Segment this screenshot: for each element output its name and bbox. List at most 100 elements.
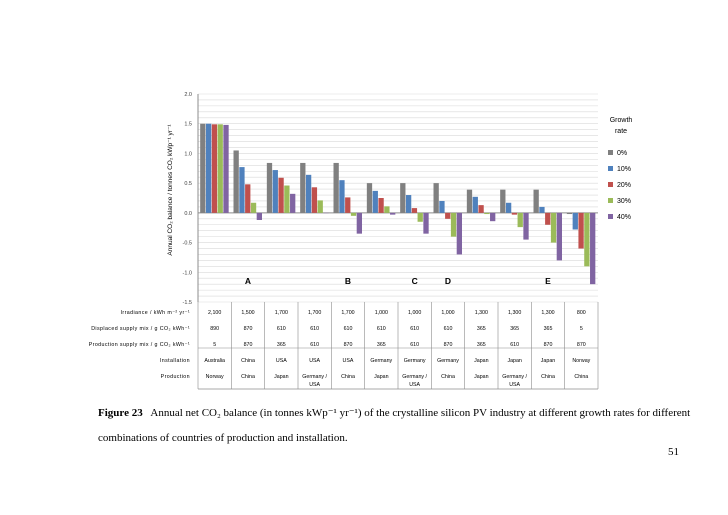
bar-20pct [378,198,384,213]
y-tick-label: 2.0 [184,92,192,98]
bar-20pct [345,197,351,213]
bar-20pct [478,205,484,213]
table-cell: 610 [410,342,419,348]
y-tick-label: 0.5 [184,181,192,187]
table-cell: Norway [206,374,224,380]
bar-40pct [223,124,229,213]
annotation-label: C [412,276,418,286]
table-cell: 610 [410,326,419,332]
table-cell: 365 [544,326,553,332]
bar-10pct [572,212,578,230]
table-cell: Germany [437,358,459,364]
bar-10pct [439,200,445,213]
table-cell: 1,700 [275,310,288,316]
bar-0pct [533,189,539,213]
table-cell: Australia [204,358,225,364]
bar-0pct [566,212,573,215]
annotation-label: B [345,276,351,286]
table-cell: 870 [444,342,453,348]
legend-swatch [608,198,613,203]
bar-30pct [384,206,390,213]
bar-40pct [356,212,362,234]
bar-40pct [256,212,262,220]
bar-30pct [317,200,323,213]
y-tick-label: 0.0 [184,211,192,217]
annotation-label: E [545,276,551,286]
table-cell: 5 [580,326,583,332]
table-cell: Norway [572,358,590,364]
legend-label: 40% [617,214,631,221]
table-cell: Japan [274,374,288,380]
table-cell: Japan [374,374,388,380]
bar-0pct [466,189,473,213]
table-cell: Germany / [302,374,327,380]
bar-20pct [211,124,218,213]
figure-label: Figure 23 [98,407,143,419]
table-cell: 610 [310,326,319,332]
table-cell: 890 [210,326,219,332]
legend-swatch [608,166,613,171]
chart: 2.0 1.5 1.0 0.5 0.0 -0.5 -1.0 -1.5 Annual CO₂ ba… [89,92,633,390]
table-cell: China [241,374,255,380]
legend-title: Growth [610,117,633,124]
table-cell: Japan [474,374,488,380]
bar-30pct [584,212,590,267]
legend-label: 20% [617,182,631,189]
table-cell: 800 [577,310,586,316]
table-cell: 870 [544,342,553,348]
bar-0pct [200,123,206,213]
table-cell: 1,500 [241,310,254,316]
table-cell: 1,300 [508,310,521,316]
bar-30pct [250,202,257,213]
bar-20pct [311,187,318,213]
bar-30pct [217,124,223,213]
table-cell: USA [509,382,520,388]
bar-10pct [405,195,412,213]
bar-30pct [450,212,457,237]
figure-caption-text: Annual net CO₂ balance (in tonnes kWp⁻¹ … [98,407,691,444]
table-row-label: Production supply mix / g CO₂ kWh⁻¹ [89,342,190,348]
bar-10pct [272,170,278,213]
table-cell: USA [309,358,320,364]
table-row-label: Displaced supply mix / g CO₂ kWh⁻¹ [91,326,190,332]
table-cell: USA [309,382,320,388]
bar-20pct [278,177,284,213]
table-cell: 365 [477,326,486,332]
bar-40pct [523,212,529,240]
bar-30pct [284,185,290,213]
bar-10pct [472,196,478,213]
bar-10pct [305,174,312,213]
bar-10pct [372,190,378,213]
table-cell: 870 [244,326,253,332]
table-cell: China [541,374,555,380]
table-row-label: Production [161,374,190,380]
bar-10pct [239,167,245,213]
bar-0pct [333,162,339,213]
table-cell: 610 [277,326,286,332]
table-cell: Germany [370,358,392,364]
table-cell: 1,700 [308,310,321,316]
table-cell: 610 [310,342,319,348]
bar-40pct [590,212,596,285]
bar-20pct [245,184,251,213]
figure-caption: Figure 23 Annual net CO₂ balance (in ton… [98,401,698,451]
bar-40pct [390,212,396,215]
table-cell: Japan [541,358,555,364]
table-cell: Germany / [402,374,427,380]
bar-20pct [445,212,451,219]
bar-20pct [578,212,584,249]
table-cell: USA [409,382,420,388]
table-cell: China [341,374,355,380]
y-tick-label: -0.5 [183,241,192,247]
legend-label: 10% [617,166,631,173]
bar-0pct [433,183,439,213]
legend-swatch [608,182,613,187]
bar-40pct [423,212,429,234]
table-cell: 1,000 [408,310,421,316]
legend-swatch [608,150,613,155]
table-row-label: Irradiance / kWh m⁻² yr⁻¹ [121,310,190,316]
bar-10pct [505,202,512,213]
table-cell: 5 [213,342,216,348]
table-cell: 365 [377,342,386,348]
table-cell: 1,300 [541,310,554,316]
